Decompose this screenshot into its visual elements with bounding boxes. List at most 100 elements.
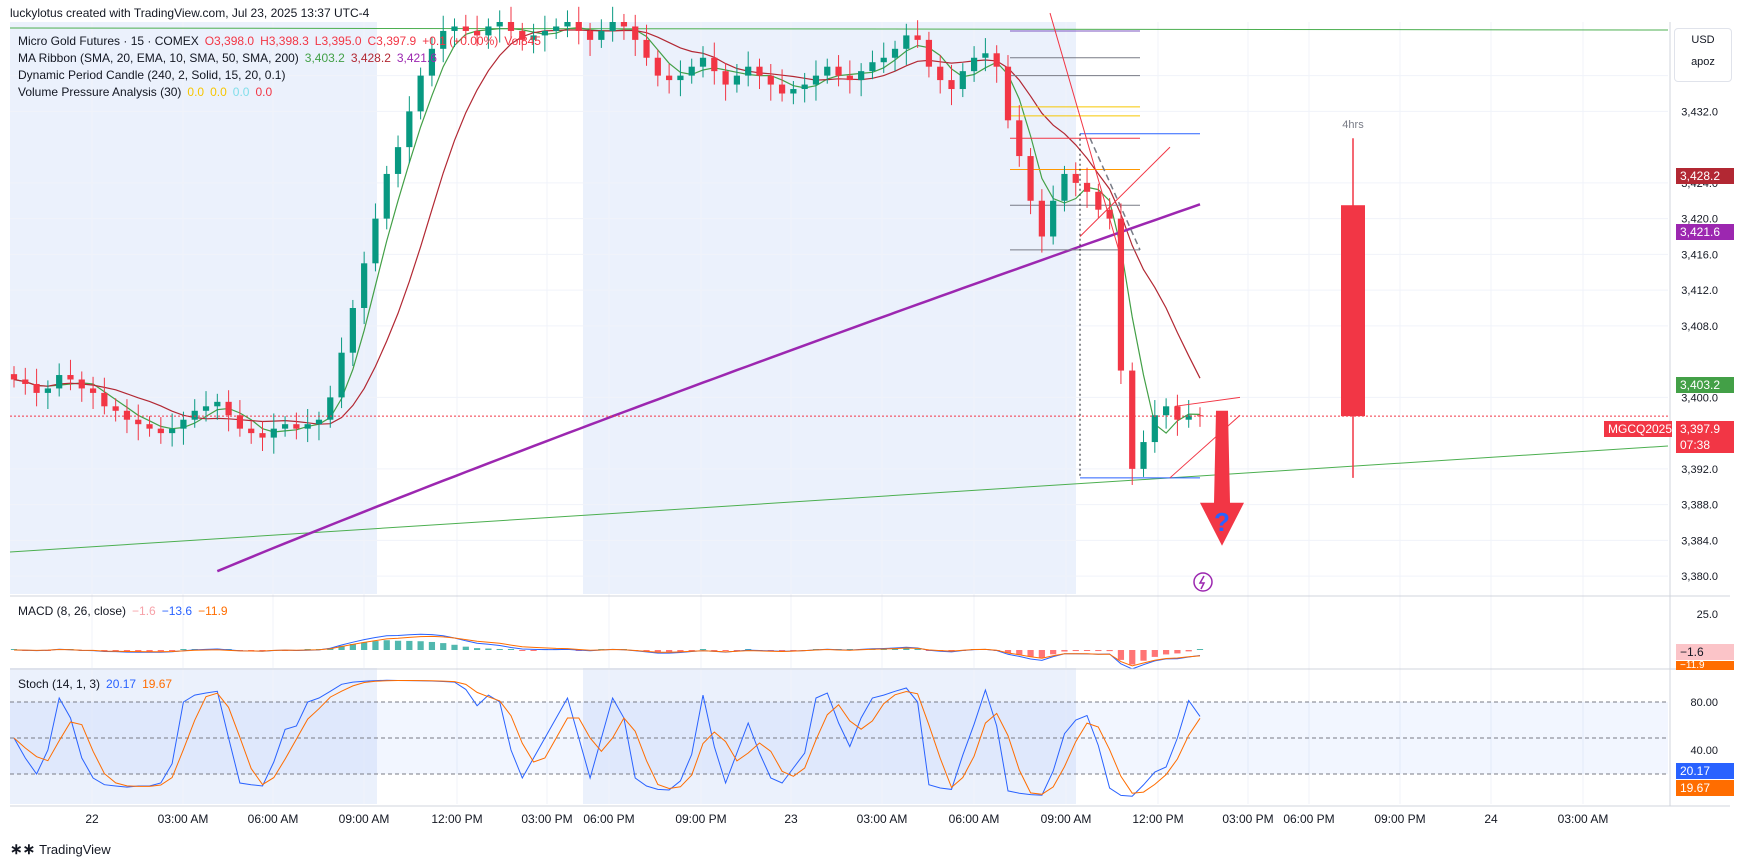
macd-hist-bar (146, 650, 153, 652)
vpa-name[interactable]: Volume Pressure Analysis (30) (18, 85, 182, 99)
macd-hist-bar (394, 640, 402, 650)
symbol-badge: MGCQ2025 (1604, 421, 1672, 437)
price-tick-label: 3,420.0 (1681, 214, 1718, 226)
candle-body (632, 26, 639, 40)
macd-hist-bar (1004, 650, 1012, 653)
candle-body (191, 410, 198, 420)
triangle-line (1169, 414, 1241, 479)
macd-hist-bar (462, 646, 469, 650)
macd-v2: −13.6 (161, 604, 193, 618)
ribbon-name[interactable]: MA Ribbon (SMA, 20, EMA, 10, SMA, 50, SM… (18, 51, 299, 65)
time-tick-label: 03:00 PM (1222, 812, 1273, 826)
macd-badge: −1.6 (1676, 644, 1734, 660)
candle-body (225, 401, 232, 416)
candle-body (236, 415, 244, 429)
time-tick-label: 06:00 AM (248, 812, 299, 826)
macd-hist-bar (157, 650, 164, 652)
macd-hist-bar (1117, 650, 1125, 660)
time-tick-label: 23 (784, 812, 798, 826)
time-tick-label: 06:00 AM (949, 812, 1000, 826)
signal-badge: −11.9 (1676, 661, 1734, 670)
projection-dashed (1089, 137, 1141, 251)
time-tick-label: 24 (1484, 812, 1498, 826)
candle-body (948, 80, 955, 90)
candle-body (135, 419, 142, 425)
candle-body (304, 424, 311, 429)
macd-hist-bar (846, 649, 853, 650)
macd-hist-bar (1129, 650, 1136, 665)
macd-hist-bar (135, 650, 142, 652)
price-tick-label: 3,384.0 (1681, 535, 1718, 547)
time-tick-label: 03:00 AM (158, 812, 209, 826)
candle-body (756, 66, 763, 76)
down-arrow-icon (1200, 410, 1244, 546)
legend-macd: MACD (8, 26, close) −1.6 −13.6 −11.9 (18, 604, 234, 618)
candle-body (315, 419, 323, 425)
session-shade-stoch-2 (583, 668, 1076, 804)
candle-body (1174, 406, 1181, 420)
macd-hist-bar (1151, 650, 1158, 657)
legend-vpa: Volume Pressure Analysis (30) 0.0 0.0 0.0 0.… (18, 85, 278, 99)
dpc-name[interactable]: Dynamic Period Candle (240, 2, Solid, 15… (18, 68, 286, 82)
lightning-icon (1193, 572, 1213, 592)
macd-v3: −11.9 (198, 604, 228, 618)
candle-body (925, 39, 933, 67)
candle-body (541, 30, 548, 36)
ohlc-change: +0.1 (+0.00%) (422, 34, 499, 48)
candle-body (383, 173, 390, 219)
candle-body (293, 424, 300, 429)
ribbon-v3: 3,421.6 (396, 51, 437, 65)
price-tick-label: 3,408.0 (1681, 321, 1718, 333)
candle-body (202, 406, 210, 411)
triangle-line (1174, 396, 1241, 407)
candle-body (146, 424, 153, 429)
brand-name: TradingView (39, 842, 111, 857)
candle-body (575, 22, 582, 31)
time-tick-label: 12:00 PM (431, 812, 482, 826)
price-tick-label: 3,416.0 (1681, 249, 1718, 261)
ma20-price-badge: 3,403.2 (1676, 377, 1734, 393)
price-tick-label: 3,380.0 (1681, 571, 1718, 583)
candle-body (598, 30, 605, 40)
candle-body (1140, 442, 1147, 469)
macd-hist-bar (1140, 650, 1147, 661)
stoch-k-badge: 20.17 (1676, 763, 1734, 779)
candle-body (214, 401, 221, 407)
macd-signal-line (13, 635, 1201, 667)
macd-hist-bar (914, 648, 921, 650)
stoch-d-badge: 19.67 (1676, 780, 1734, 796)
candle-body (666, 75, 673, 81)
candle-body (846, 75, 853, 81)
macd-hist-bar (361, 642, 368, 650)
macd-hist-bar (519, 650, 526, 651)
macd-hist-bar (1095, 650, 1102, 652)
stoch-name[interactable]: Stoch (14, 1, 3) (18, 677, 101, 691)
vpa-v1: 0.0 (187, 85, 205, 99)
macd-hist-bar (383, 640, 390, 650)
candle-body (123, 410, 131, 420)
macd-name[interactable]: MACD (8, 26, close) (18, 604, 127, 618)
ma50-line (13, 29, 1201, 425)
macd-hist-bar (349, 643, 356, 650)
macd-hist-bar (180, 649, 187, 650)
candle-body (970, 57, 978, 72)
stoch-d-line (13, 680, 1201, 795)
macd-hist-bar (688, 650, 695, 651)
candle-body (451, 26, 458, 31)
symbol-name[interactable]: Micro Gold Futures · 15 · COMEX (18, 34, 199, 48)
candle-body (711, 57, 718, 72)
candle-body (1004, 66, 1012, 121)
footer-brand[interactable]: ∗∗ TradingView (10, 840, 111, 858)
macd-hist-bar (372, 641, 379, 650)
legend-ribbon: MA Ribbon (SMA, 20, EMA, 10, SMA, 50, SM… (18, 51, 443, 65)
candle-body (78, 379, 85, 389)
candle-body (688, 66, 695, 76)
time-tick-label: 09:00 PM (675, 812, 726, 826)
macd-hist-bar (880, 649, 887, 650)
currency-unit-selector[interactable]: USD apoz (1674, 28, 1732, 82)
macd-hist-bar (1016, 650, 1023, 655)
candle-body (180, 419, 187, 429)
candle-body (327, 397, 334, 420)
candle-body (44, 388, 51, 393)
